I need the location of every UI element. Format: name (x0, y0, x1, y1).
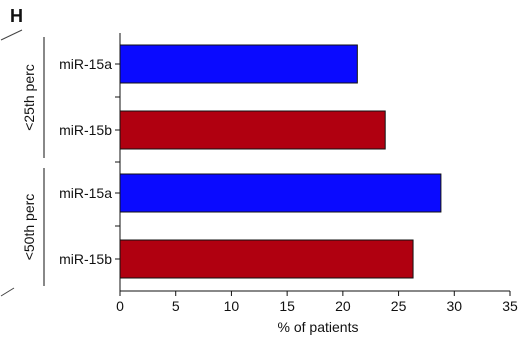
plot-area: 0 5 10 15 20 25 30 35 <25th perc miR-15a miR-15b <5… (21, 33, 518, 314)
x-axis-title: % of patients (278, 319, 359, 335)
x-tick-label: 10 (224, 298, 240, 314)
bar-1-1 (119, 44, 358, 84)
x-tick-label: 30 (446, 298, 462, 314)
x-tick-label: 5 (172, 298, 180, 314)
category-label: miR-15a (59, 185, 112, 201)
bar-2-1 (119, 173, 442, 213)
group-label: <25th perc (21, 64, 37, 131)
panel-corner-decoration-bottom (0, 287, 15, 297)
category-label: miR-15a (59, 56, 112, 72)
group-label: <50th perc (21, 194, 37, 261)
x-tick-label: 15 (279, 298, 295, 314)
category-label: miR-15b (59, 122, 112, 138)
x-tick-label: 35 (502, 298, 518, 314)
x-tick-label: 0 (116, 298, 124, 314)
x-tick-label: 20 (335, 298, 351, 314)
category-label: miR-15b (59, 251, 112, 267)
x-tick-label: 25 (391, 298, 407, 314)
bar-2-2 (119, 239, 414, 279)
bar-1-2 (119, 110, 386, 150)
panel-corner-decoration (0, 29, 23, 41)
panel-label: H (10, 6, 23, 26)
